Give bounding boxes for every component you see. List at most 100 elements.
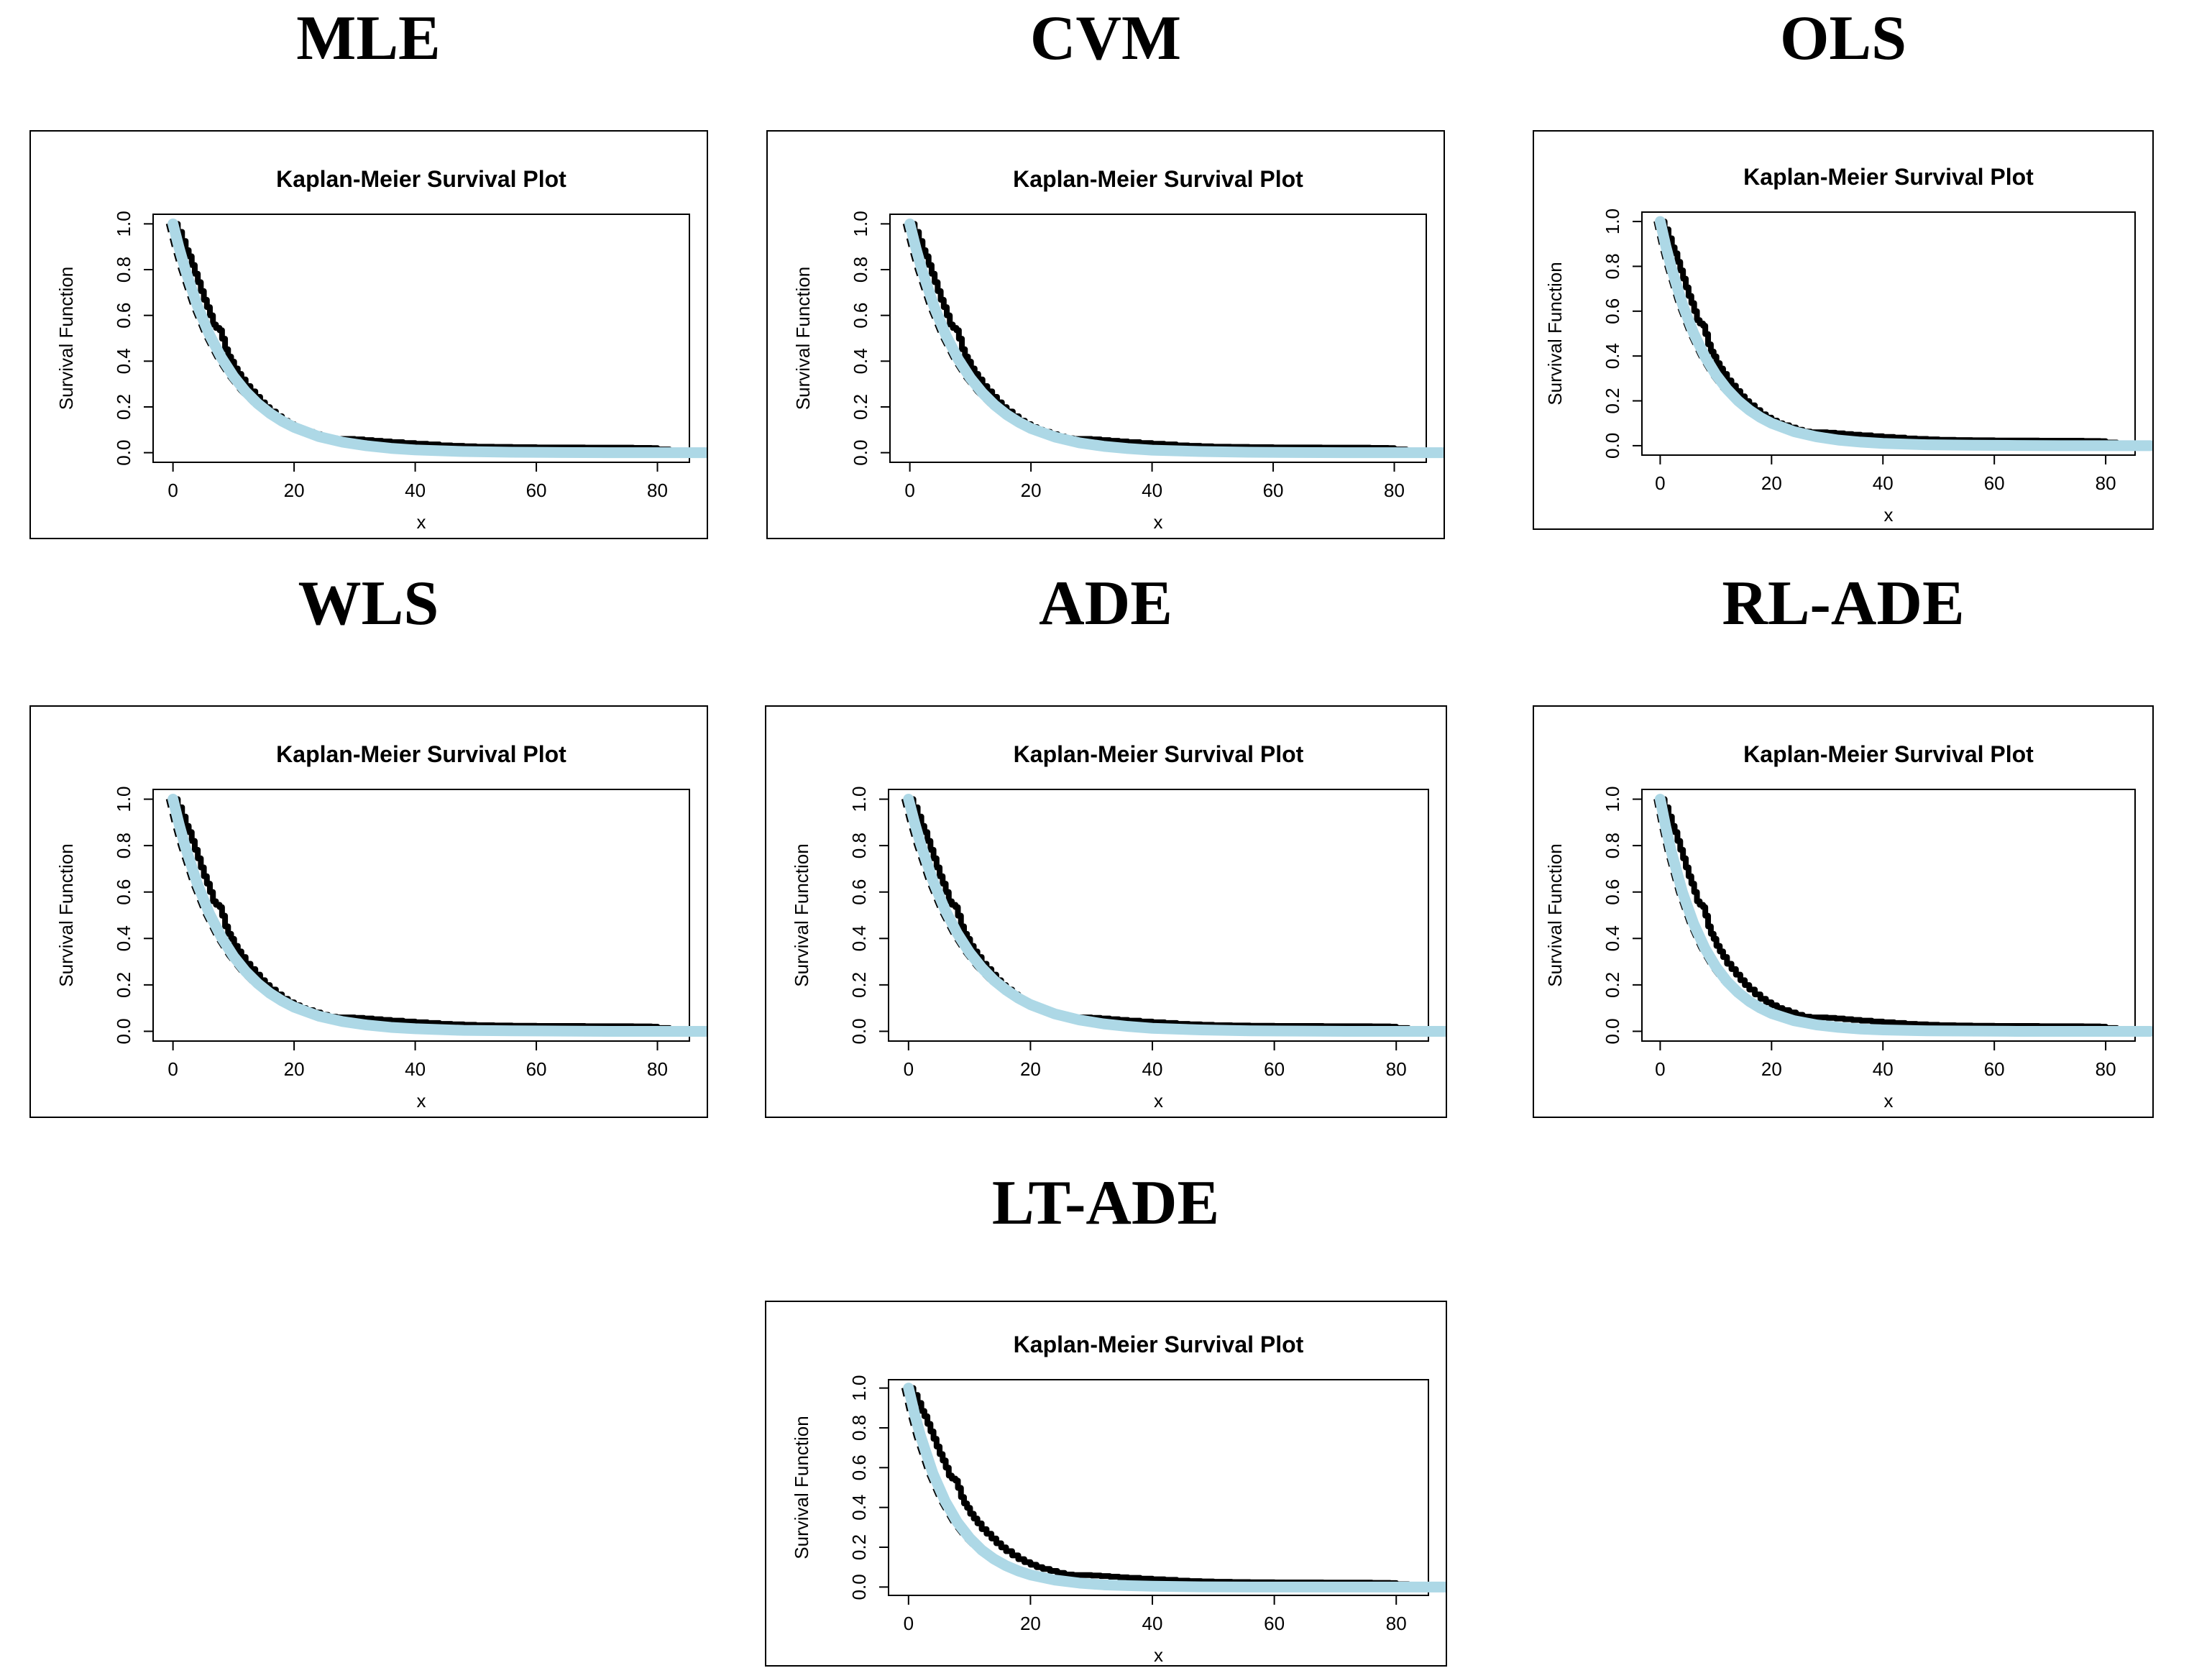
y-tick-label: 1.0 <box>848 1375 870 1401</box>
panel-cell-wls: WLS Kaplan-Meier Survival Plot 0 20 40 60 80 x… <box>0 554 737 1122</box>
km-step-curve <box>909 221 1410 452</box>
fitted-curve <box>167 218 707 458</box>
y-axis-label: Survival Function <box>792 267 814 410</box>
km-step-curve <box>173 796 672 1031</box>
plot-title: Kaplan-Meier Survival Plot <box>1743 164 2034 190</box>
x-tick-label: 80 <box>1385 1613 1406 1634</box>
x-axis: 0 20 40 60 80 x <box>903 1595 1406 1666</box>
x-tick-label: 60 <box>1263 480 1284 501</box>
y-tick-label: 1.0 <box>848 786 870 812</box>
y-tick-label: 0.2 <box>113 972 134 998</box>
km-plot-cvm: Kaplan-Meier Survival Plot 0 20 40 60 80 x 0.0 0… <box>766 129 1445 539</box>
x-tick-label: 60 <box>526 480 546 501</box>
y-tick-label: 0.4 <box>1602 343 1623 369</box>
x-tick-label: 20 <box>1761 472 1782 494</box>
y-tick-label: 0.4 <box>848 925 870 951</box>
x-tick-label: 80 <box>647 480 668 501</box>
x-axis-label: x <box>1154 511 1163 533</box>
x-axis-label: x <box>1884 504 1894 526</box>
km-plot-ade: Kaplan-Meier Survival Plot 0 20 40 60 80 x 0.0 0… <box>764 705 1447 1118</box>
km-plot-lt-ade: Kaplan-Meier Survival Plot 0 20 40 60 80 x 0.0 0… <box>764 1300 1447 1667</box>
plot-box <box>887 1378 1429 1596</box>
curves <box>901 793 1446 1037</box>
y-tick-label: 0.0 <box>113 439 134 465</box>
y-axis-label: Survival Function <box>1544 843 1566 986</box>
x-tick-label: 0 <box>904 480 914 501</box>
y-tick-label: 0.0 <box>850 439 871 465</box>
y-axis-label: Survival Function <box>1544 262 1566 405</box>
y-tick-label: 0.0 <box>848 1574 870 1600</box>
method-title-rl-ade: RL-ADE <box>1722 569 1965 638</box>
x-tick-label: 20 <box>1761 1058 1782 1080</box>
fitted-curve <box>902 793 1446 1037</box>
x-tick-label: 20 <box>1019 1058 1040 1080</box>
dashed-curve <box>1653 221 2145 447</box>
curves <box>1653 793 2152 1037</box>
panel-cell-ade: ADE Kaplan-Meier Survival Plot 0 20 40 60 80 x… <box>737 554 1474 1122</box>
y-tick-label: 0.2 <box>850 394 871 420</box>
plot-box <box>1641 211 2136 456</box>
x-tick-label: 40 <box>1142 1613 1162 1634</box>
y-tick-label: 1.0 <box>113 786 134 812</box>
y-axis: 0.0 0.2 0.4 0.6 0.8 1.0 Survival Function <box>1544 786 1642 1044</box>
y-tick-label: 0.8 <box>850 257 871 283</box>
curves <box>902 218 1444 458</box>
km-plot-mle: Kaplan-Meier Survival Plot 0 20 40 60 80 x 0.0 0… <box>29 129 708 539</box>
y-axis: 0.0 0.2 0.4 0.6 0.8 1.0 Survival Function <box>55 786 153 1044</box>
y-tick-label: 0.4 <box>113 925 134 951</box>
y-axis: 0.0 0.2 0.4 0.6 0.8 1.0 Survival Function <box>55 211 153 466</box>
km-step-curve <box>1660 218 2120 446</box>
y-tick-label: 1.0 <box>113 211 134 237</box>
method-title-lt-ade: LT-ADE <box>991 1168 1220 1238</box>
x-tick-label: 20 <box>1019 1613 1040 1634</box>
km-step-curve <box>908 796 1411 1031</box>
y-tick-label: 0.8 <box>848 1415 870 1441</box>
plot-box <box>887 788 1429 1042</box>
plot-title: Kaplan-Meier Survival Plot <box>1013 741 1303 767</box>
y-axis: 0.0 0.2 0.4 0.6 0.8 1.0 Survival Function <box>1544 208 1642 459</box>
panel-cell-cvm: CVM Kaplan-Meier Survival Plot 0 20 40 60 80 x… <box>737 0 1474 554</box>
y-tick-label: 0.8 <box>113 257 134 283</box>
x-axis-label: x <box>1154 1090 1163 1112</box>
y-axis: 0.0 0.2 0.4 0.6 0.8 1.0 Survival Function <box>791 1375 889 1600</box>
x-tick-label: 60 <box>1984 1058 2005 1080</box>
y-tick-label: 0.2 <box>1602 388 1623 413</box>
y-tick-label: 0.0 <box>113 1018 134 1044</box>
km-plot-rl-ade: Kaplan-Meier Survival Plot 0 20 40 60 80 x 0.0 0… <box>1533 705 2154 1118</box>
y-tick-label: 0.6 <box>848 1454 870 1480</box>
dashed-curve <box>902 223 1437 454</box>
x-axis: 0 20 40 60 80 x <box>904 462 1405 533</box>
x-tick-label: 20 <box>283 1058 304 1080</box>
curves <box>1653 216 2152 452</box>
plot-title: Kaplan-Meier Survival Plot <box>276 166 566 192</box>
y-tick-label: 0.2 <box>848 1534 870 1560</box>
y-tick-label: 0.0 <box>1602 433 1623 459</box>
dashed-curve <box>1653 799 2145 1032</box>
x-tick-label: 0 <box>903 1058 913 1080</box>
plot-title: Kaplan-Meier Survival Plot <box>1743 741 2034 767</box>
y-tick-label: 0.6 <box>1602 879 1623 904</box>
y-tick-label: 1.0 <box>850 211 871 237</box>
method-title-ade: ADE <box>1039 569 1172 638</box>
y-axis-label: Survival Function <box>791 843 812 986</box>
method-title-wls: WLS <box>298 569 439 638</box>
x-tick-label: 80 <box>2096 472 2116 494</box>
panel-cell-rl-ade: RL-ADE Kaplan-Meier Survival Plot 0 20 40 60… <box>1474 554 2212 1122</box>
plot-title: Kaplan-Meier Survival Plot <box>1013 1332 1303 1357</box>
x-axis: 0 20 40 60 80 x <box>903 1040 1406 1112</box>
y-tick-label: 0.8 <box>848 833 870 858</box>
y-tick-label: 0.6 <box>113 879 134 904</box>
fitted-curve <box>902 1382 1446 1593</box>
fitted-curve <box>167 793 707 1037</box>
y-tick-label: 0.6 <box>1602 298 1623 324</box>
x-tick-label: 80 <box>647 1058 668 1080</box>
x-tick-label: 20 <box>1021 480 1042 501</box>
plot-box <box>152 788 690 1042</box>
panel-cell-ols: OLS Kaplan-Meier Survival Plot 0 20 40 60 80 x… <box>1474 0 2212 554</box>
panel-cell-lt-ade: LT-ADE Kaplan-Meier Survival Plot 0 20 40 60… <box>737 1122 1474 1668</box>
